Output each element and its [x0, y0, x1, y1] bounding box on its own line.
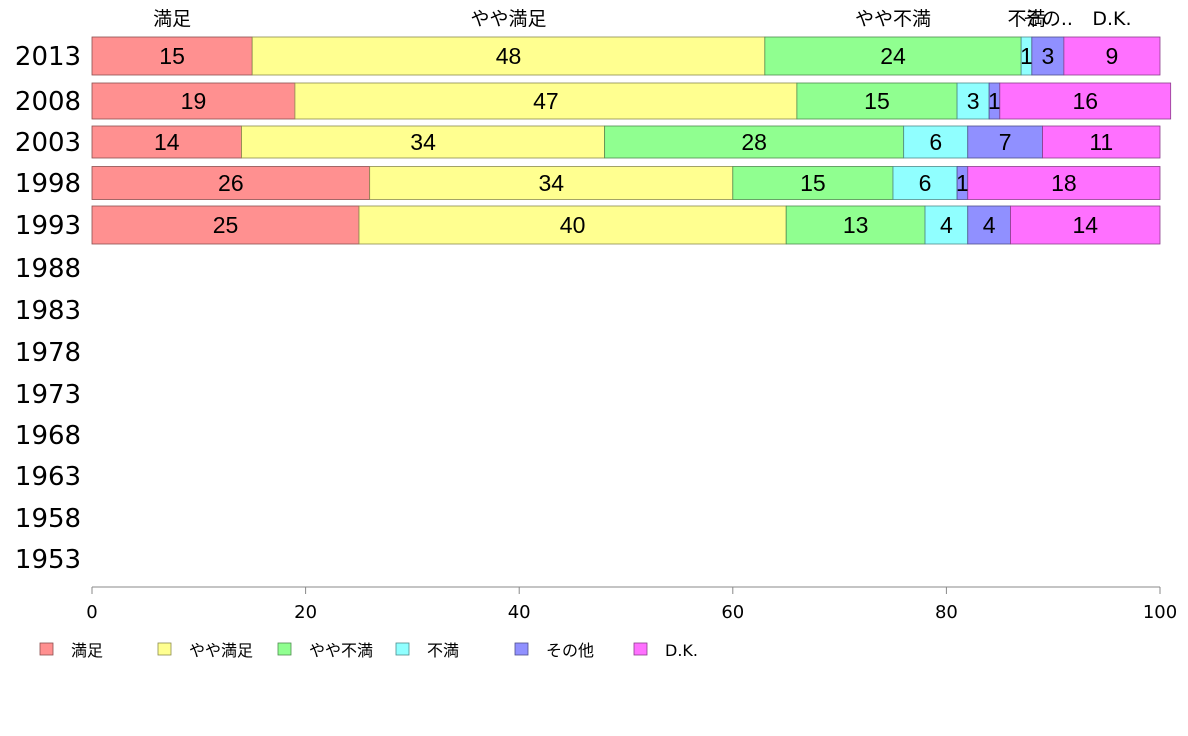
year-label-2008: 2008 — [15, 87, 81, 117]
data-label-2003-1: 34 — [410, 129, 436, 155]
bar-segment-1993-4 — [967, 205, 1011, 245]
legend-label-1: やや満足 — [189, 641, 253, 660]
data-label-1998-3: 6 — [919, 170, 932, 196]
data-label-1993-3: 4 — [940, 212, 953, 238]
bar-segment-2013-5 — [1063, 36, 1161, 76]
top-series-label-1: やや満足 — [471, 8, 547, 30]
top-series-label-0: 満足 — [153, 8, 191, 30]
data-label-2013-1: 48 — [496, 43, 522, 69]
legend-label-2: やや不満 — [309, 641, 373, 660]
top-series-label-2: やや不満 — [855, 8, 931, 30]
bar-segment-2003-2 — [604, 125, 905, 159]
data-label-2003-0: 14 — [154, 129, 180, 155]
year-label-1983: 1983 — [15, 296, 81, 326]
data-label-2003-5: 11 — [1089, 129, 1113, 155]
data-label-2008-0: 19 — [181, 88, 207, 114]
x-tick-label-0: 0 — [86, 602, 97, 623]
data-label-1993-2: 13 — [843, 212, 869, 238]
top-series-label-3: 不満 — [1007, 8, 1045, 30]
year-label-1973: 1973 — [15, 380, 81, 410]
data-label-1998-2: 15 — [800, 170, 826, 196]
year-axis-labels: 2013 2008 2003 1998 1993 1988 1983 1978 1973 1968… — [15, 42, 81, 575]
legend-label-4: その他 — [546, 641, 594, 660]
year-label-1988: 1988 — [15, 254, 81, 284]
data-label-1998-1: 34 — [538, 170, 564, 196]
data-label-1998-4: 1 — [956, 170, 969, 196]
x-tick-label-80: 80 — [935, 602, 958, 623]
data-label-2003-3: 6 — [929, 129, 942, 155]
year-label-2003: 2003 — [15, 128, 81, 158]
data-label-1993-4: 4 — [983, 212, 996, 238]
x-axis: 0 20 40 60 80 100 — [86, 586, 1177, 623]
data-label-1993-5: 14 — [1072, 212, 1098, 238]
data-label-2003-2: 28 — [741, 129, 767, 155]
year-label-2013: 2013 — [15, 42, 81, 72]
bar-segment-1993-1 — [358, 205, 787, 245]
bar-segment-2008-0 — [91, 82, 296, 120]
data-label-1998-0: 26 — [218, 170, 244, 196]
bar-segment-2013-1 — [251, 36, 766, 76]
bar-segment-1993-5 — [1010, 205, 1161, 245]
x-tick-label-40: 40 — [508, 602, 531, 623]
bar-segment-2003-0 — [91, 125, 242, 159]
legend-swatch-1 — [157, 642, 172, 656]
year-label-1968: 1968 — [15, 421, 81, 451]
bar-segment-1998-2 — [732, 166, 894, 200]
data-label-2008-4: 1 — [988, 88, 1001, 114]
year-label-1993: 1993 — [15, 211, 81, 241]
x-tick-label-60: 60 — [721, 602, 744, 623]
bar-segment-1998-5 — [967, 166, 1161, 200]
data-label-2008-1: 47 — [533, 88, 559, 114]
year-label-1978: 1978 — [15, 338, 81, 368]
legend-swatch-5 — [633, 642, 648, 656]
bar-segment-2008-1 — [294, 82, 798, 120]
bar-segment-1998-3 — [892, 166, 958, 200]
data-label-2008-2: 15 — [864, 88, 890, 114]
legend-swatch-2 — [277, 642, 292, 656]
bar-segment-2013-4 — [1031, 36, 1065, 76]
data-label-2013-2: 24 — [880, 43, 906, 69]
bar-segment-1993-3 — [924, 205, 969, 245]
legend-label-0: 満足 — [71, 641, 103, 660]
bar-segment-2003-5 — [1042, 125, 1161, 159]
year-label-1998: 1998 — [15, 169, 81, 199]
x-tick-label-20: 20 — [294, 602, 317, 623]
data-label-1993-0: 25 — [213, 212, 239, 238]
data-label-1998-5: 18 — [1051, 170, 1077, 196]
year-label-1963: 1963 — [15, 462, 81, 492]
bar-segment-2008-3 — [956, 82, 990, 120]
year-label-1953: 1953 — [15, 545, 81, 575]
bar-segment-2008-2 — [796, 82, 958, 120]
bar-segment-1998-1 — [369, 166, 734, 200]
x-tick-label-100: 100 — [1143, 602, 1177, 623]
legend-swatch-4 — [514, 642, 529, 656]
legend-label-3: 不満 — [427, 641, 459, 660]
data-label-2013-3: 1 — [1020, 43, 1033, 69]
bar-segment-1993-0 — [91, 205, 360, 245]
legend-swatch-0 — [39, 642, 54, 656]
data-label-2013-5: 9 — [1106, 43, 1119, 69]
data-label-2008-5: 16 — [1072, 88, 1098, 114]
legend-label-5: D.K. — [665, 641, 698, 660]
data-label-2013-0: 15 — [159, 43, 185, 69]
bar-segment-1993-2 — [785, 205, 926, 245]
data-label-2008-3: 3 — [967, 88, 980, 114]
bar-segment-1998-0 — [91, 166, 371, 200]
data-label-2013-4: 3 — [1041, 43, 1054, 69]
legend: 満足 やや満足 やや不満 不満 その他 D.K. — [39, 641, 698, 660]
legend-swatch-3 — [395, 642, 410, 656]
bar-segment-2003-4 — [967, 125, 1043, 159]
top-series-label-5: D.K. — [1092, 8, 1131, 30]
top-series-label-4: その.. — [1023, 8, 1073, 30]
bar-segment-2008-5 — [999, 82, 1172, 120]
data-label-2003-4: 7 — [999, 129, 1012, 155]
data-label-1993-1: 40 — [560, 212, 586, 238]
year-label-1958: 1958 — [15, 504, 81, 534]
